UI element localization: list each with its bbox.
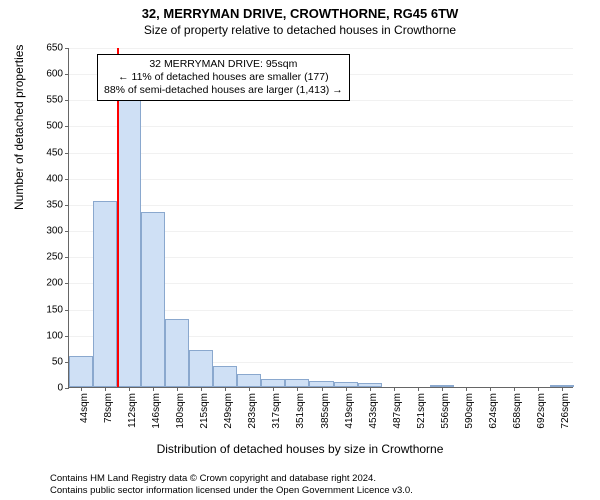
histogram-bar bbox=[285, 379, 309, 387]
y-tick-mark bbox=[65, 388, 69, 389]
x-tick-mark bbox=[418, 387, 419, 391]
gridline bbox=[69, 205, 573, 206]
y-tick-mark bbox=[65, 48, 69, 49]
y-tick-label: 550 bbox=[46, 95, 63, 106]
x-tick-mark bbox=[466, 387, 467, 391]
y-tick-label: 650 bbox=[46, 43, 63, 54]
y-axis-label: Number of detached properties bbox=[12, 45, 26, 210]
x-axis-label: Distribution of detached houses by size … bbox=[0, 442, 600, 456]
y-tick-label: 600 bbox=[46, 69, 63, 80]
gridline bbox=[69, 48, 573, 49]
footer-attribution: Contains HM Land Registry data © Crown c… bbox=[50, 473, 413, 496]
y-tick-mark bbox=[65, 257, 69, 258]
chart-subtitle: Size of property relative to detached ho… bbox=[0, 21, 600, 41]
x-tick-mark bbox=[105, 387, 106, 391]
footer-line: Contains HM Land Registry data © Crown c… bbox=[50, 473, 413, 484]
histogram-plot: 0501001502002503003504004505005506006504… bbox=[68, 48, 573, 388]
y-tick-label: 450 bbox=[46, 147, 63, 158]
x-tick-mark bbox=[322, 387, 323, 391]
annotation-line: 32 MERRYMAN DRIVE: 95sqm bbox=[104, 58, 343, 71]
x-tick-mark bbox=[490, 387, 491, 391]
y-tick-label: 250 bbox=[46, 252, 63, 263]
y-tick-mark bbox=[65, 283, 69, 284]
y-tick-label: 0 bbox=[57, 383, 63, 394]
x-tick-mark bbox=[346, 387, 347, 391]
y-tick-label: 200 bbox=[46, 278, 63, 289]
histogram-bar bbox=[141, 212, 165, 387]
x-tick-mark bbox=[129, 387, 130, 391]
y-tick-mark bbox=[65, 74, 69, 75]
x-tick-mark bbox=[442, 387, 443, 391]
histogram-bar bbox=[213, 366, 237, 387]
x-tick-mark bbox=[538, 387, 539, 391]
y-tick-mark bbox=[65, 336, 69, 337]
annotation-line: 88% of semi-detached houses are larger (… bbox=[104, 84, 343, 97]
histogram-bar bbox=[93, 201, 117, 387]
y-tick-label: 100 bbox=[46, 330, 63, 341]
x-tick-mark bbox=[370, 387, 371, 391]
y-tick-mark bbox=[65, 153, 69, 154]
y-tick-mark bbox=[65, 310, 69, 311]
x-tick-mark bbox=[394, 387, 395, 391]
gridline bbox=[69, 153, 573, 154]
histogram-bar bbox=[189, 350, 213, 387]
y-tick-mark bbox=[65, 231, 69, 232]
x-tick-mark bbox=[249, 387, 250, 391]
gridline bbox=[69, 126, 573, 127]
x-tick-mark bbox=[153, 387, 154, 391]
x-tick-mark bbox=[225, 387, 226, 391]
x-tick-mark bbox=[201, 387, 202, 391]
y-tick-mark bbox=[65, 126, 69, 127]
histogram-bar bbox=[117, 97, 141, 387]
gridline bbox=[69, 179, 573, 180]
x-tick-mark bbox=[177, 387, 178, 391]
y-tick-label: 300 bbox=[46, 226, 63, 237]
annotation-callout: 32 MERRYMAN DRIVE: 95sqm ← 11% of detach… bbox=[97, 54, 350, 101]
x-tick-mark bbox=[562, 387, 563, 391]
y-tick-label: 350 bbox=[46, 199, 63, 210]
histogram-bar bbox=[261, 379, 285, 387]
histogram-bar bbox=[237, 374, 261, 387]
y-tick-mark bbox=[65, 205, 69, 206]
histogram-bar bbox=[69, 356, 93, 387]
x-tick-mark bbox=[297, 387, 298, 391]
x-tick-mark bbox=[273, 387, 274, 391]
x-tick-mark bbox=[514, 387, 515, 391]
x-tick-mark bbox=[81, 387, 82, 391]
y-tick-label: 150 bbox=[46, 304, 63, 315]
chart-container: 32, MERRYMAN DRIVE, CROWTHORNE, RG45 6TW… bbox=[0, 0, 600, 500]
y-tick-label: 500 bbox=[46, 121, 63, 132]
y-tick-mark bbox=[65, 100, 69, 101]
annotation-line: ← 11% of detached houses are smaller (17… bbox=[104, 71, 343, 84]
page-title: 32, MERRYMAN DRIVE, CROWTHORNE, RG45 6TW bbox=[0, 0, 600, 21]
footer-line: Contains public sector information licen… bbox=[50, 485, 413, 496]
y-tick-mark bbox=[65, 179, 69, 180]
y-tick-label: 400 bbox=[46, 173, 63, 184]
y-tick-label: 50 bbox=[52, 356, 63, 367]
histogram-bar bbox=[165, 319, 189, 387]
